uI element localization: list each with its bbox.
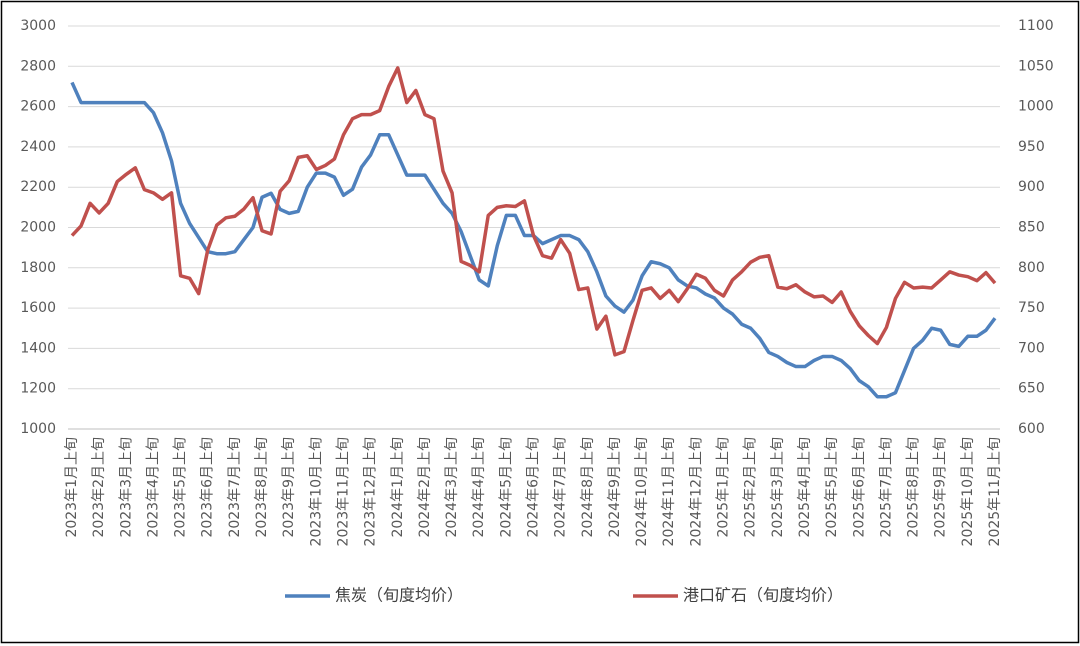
legend-label: 港口矿石（旬度均价） (683, 586, 843, 605)
x-tick-label: 2024年1月上旬 (390, 437, 406, 538)
x-tick-label: 2024年7月上旬 (553, 437, 569, 538)
x-tick-label: 2023年12月上旬 (363, 437, 379, 546)
y-tick-label: 2800 (20, 58, 56, 74)
y-tick-label: 1000 (20, 421, 56, 437)
y2-tick-label: 700 (1018, 340, 1045, 356)
x-tick-label: 2025年9月上旬 (933, 437, 949, 538)
x-tick-label: 2025年5月上旬 (824, 437, 840, 538)
x-tick-label: 2025年10月上旬 (960, 437, 976, 546)
x-tick-label: 2023年10月上旬 (308, 437, 324, 546)
y2-tick-label: 750 (1018, 300, 1045, 316)
y2-tick-label: 800 (1018, 260, 1045, 276)
x-tick-label: 2023年9月上旬 (281, 437, 297, 538)
legend-label: 焦炭（旬度均价） (335, 586, 463, 605)
y2-tick-label: 900 (1018, 179, 1045, 195)
y2-tick-label: 1000 (1018, 99, 1054, 115)
x-tick-label: 2023年8月上旬 (254, 437, 270, 538)
y2-tick-label: 950 (1018, 139, 1045, 155)
y2-tick-label: 1100 (1018, 18, 1054, 34)
y-tick-label: 2600 (20, 99, 56, 115)
x-tick-label: 2025年4月上旬 (797, 437, 813, 538)
x-tick-label: 2023年11月上旬 (335, 437, 351, 546)
x-tick-label: 2024年12月上旬 (688, 437, 704, 546)
y-tick-label: 2400 (20, 139, 56, 155)
x-tick-label: 2024年4月上旬 (471, 437, 487, 538)
x-tick-label: 2025年2月上旬 (743, 437, 759, 538)
x-tick-label: 2025年1月上旬 (716, 437, 732, 538)
y2-tick-label: 600 (1018, 421, 1045, 437)
x-tick-label: 2024年11月上旬 (661, 437, 677, 546)
x-tick-label: 2025年7月上旬 (878, 437, 894, 538)
y2-tick-label: 850 (1018, 220, 1045, 236)
x-tick-label: 2023年6月上旬 (200, 437, 216, 538)
x-tick-label: 2024年3月上旬 (444, 437, 460, 538)
x-tick-label: 2024年8月上旬 (580, 437, 596, 538)
series-line (70, 66, 997, 357)
x-tick-label: 2025年6月上旬 (851, 437, 867, 538)
x-tick-label: 2024年9月上旬 (607, 437, 623, 538)
y-tick-label: 1400 (20, 340, 56, 356)
y-tick-label: 3000 (20, 18, 56, 34)
y-tick-label: 1200 (20, 381, 56, 397)
x-tick-label: 2025年11月上旬 (987, 437, 1003, 546)
x-tick-label: 2023年3月上旬 (118, 437, 134, 538)
y-tick-label: 1800 (20, 260, 56, 276)
x-tick-label: 2023年4月上旬 (145, 437, 161, 538)
x-tick-label: 2024年2月上旬 (417, 437, 433, 538)
x-tick-label: 2024年6月上旬 (526, 437, 542, 538)
x-tick-label: 2024年5月上旬 (498, 437, 514, 538)
x-tick-label: 2025年8月上旬 (906, 437, 922, 538)
y2-tick-label: 650 (1018, 381, 1045, 397)
x-tick-label: 2023年7月上旬 (227, 437, 243, 538)
y-tick-label: 2000 (20, 220, 56, 236)
x-tick-label: 2023年2月上旬 (91, 437, 107, 538)
x-tick-label: 2023年5月上旬 (173, 437, 189, 538)
x-tick-label: 2024年10月上旬 (634, 437, 650, 546)
y-tick-label: 1600 (20, 300, 56, 316)
y-tick-label: 2200 (20, 179, 56, 195)
y2-tick-label: 1050 (1018, 58, 1054, 74)
x-tick-label: 2023年1月上旬 (64, 437, 80, 538)
x-tick-label: 2025年3月上旬 (770, 437, 786, 538)
